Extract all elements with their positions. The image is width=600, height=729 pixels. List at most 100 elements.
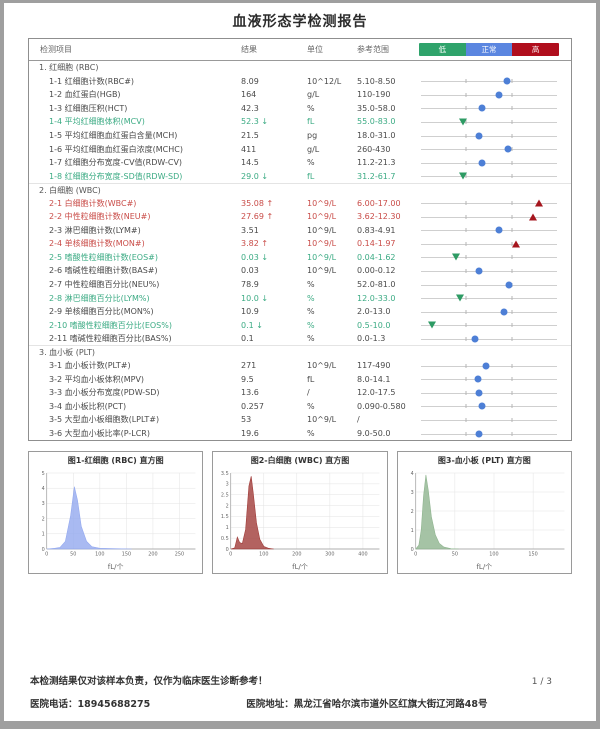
svg-text:100: 100 (489, 552, 498, 558)
reference-range: 52.0-81.0 (357, 280, 396, 290)
svg-text:0: 0 (45, 552, 48, 558)
table-row: 2-3 淋巴细胞计数(LYM#) 3.51 10^9/L 0.83-4.91 (29, 224, 571, 238)
unit-value: % (307, 280, 315, 290)
dot-icon (495, 91, 503, 99)
unit-value: fL (307, 171, 315, 181)
track-tick (511, 92, 513, 97)
table-row: 2-4 单核细胞计数(MON#) 3.82 ↑ 10^9/L 0.14-1.97 (29, 237, 571, 251)
svg-text:0: 0 (410, 547, 413, 553)
indicator-track-line (421, 325, 557, 327)
svg-text:4: 4 (410, 471, 413, 477)
rbc-histogram-plot: 0 50 100 150 200 250 0 1 2 3 4 5 (42, 471, 196, 558)
dot-icon (475, 267, 483, 275)
result-value: 3.51 (241, 225, 259, 235)
reference-range: 11.2-21.3 (357, 158, 396, 168)
range-indicator (421, 210, 557, 223)
triangle-down-icon (459, 172, 468, 180)
unit-value: 10^9/L (307, 266, 337, 276)
reference-range: 55.0-83.0 (357, 117, 396, 127)
reference-range: 2.0-13.0 (357, 307, 391, 317)
table-row: 1-1 红细胞计数(RBC#) 8.09 10^12/L 5.10-8.50 (29, 75, 571, 89)
histogram-panel: 图1-红细胞 (RBC) 直方图 0 50 100 150 200 250 0 1 2 3 4 5 f… (28, 451, 572, 575)
unit-value: 10^9/L (307, 252, 337, 262)
track-tick (511, 241, 513, 246)
footer-contact-line: 医院电话：18945688275 医院地址：黑龙江省哈尔滨市道外区红旗大街辽河路… (30, 696, 570, 710)
range-indicator (421, 373, 557, 386)
range-indicator (421, 115, 557, 128)
item-name: 1-5 平均红细胞血红蛋白含量(MCH) (49, 131, 178, 140)
hospital-address-value: 黑龙江省哈尔滨市道外区红旗大街辽河路48号 (293, 699, 488, 711)
reference-range: 0.04-1.62 (357, 252, 396, 262)
track-tick (465, 255, 467, 260)
item-name: 2-2 中性粒细胞计数(NEU#) (49, 212, 151, 222)
range-indicator (421, 251, 557, 264)
svg-text:3: 3 (226, 482, 229, 488)
result-value: 9.5 (241, 374, 254, 384)
item-name: 3-2 平均血小板体积(MPV) (49, 374, 145, 384)
range-indicator (421, 413, 557, 426)
unit-value: pg (307, 131, 318, 140)
reference-range: 9.0-50.0 (357, 429, 391, 439)
indicator-track-line (421, 149, 557, 151)
range-indicator (421, 197, 557, 210)
reference-range: 0.0-1.3 (357, 334, 386, 344)
svg-text:0: 0 (226, 547, 229, 553)
track-tick (511, 119, 513, 124)
track-tick (465, 106, 467, 111)
indicator-track-line (421, 203, 557, 205)
indicator-track-line (421, 338, 557, 340)
section-name: 2. 白细胞 (WBC) (39, 185, 101, 195)
track-tick (465, 228, 467, 233)
section-name: 1. 红细胞 (RBC) (39, 63, 99, 73)
reference-range: 0.090-0.580 (357, 401, 406, 411)
track-tick (511, 377, 513, 382)
page-number: 1 / 3 (531, 677, 552, 688)
unit-value: 10^9/L (307, 415, 337, 425)
indicator-track-line (421, 176, 557, 178)
track-tick (465, 309, 467, 314)
wbc-histogram-plot: 0 100 200 300 400 0 0.5 1 1.5 2 2.5 3 3.5 (221, 471, 380, 558)
track-tick (511, 255, 513, 260)
track-tick (465, 431, 467, 436)
svg-text:1: 1 (42, 532, 45, 538)
reference-range: 3.62-12.30 (357, 212, 401, 222)
track-tick (511, 214, 513, 219)
svg-text:1.5: 1.5 (221, 515, 229, 521)
item-name: 1-1 红细胞计数(RBC#) (49, 76, 135, 86)
table-row: 1-6 平均红细胞血红蛋白浓度(MCHC) 411 g/L 260-430 (29, 142, 571, 156)
item-name: 2-6 嗜碱性粒细胞计数(BAS#) (49, 266, 158, 276)
table-row: 2-5 嗜酸性粒细胞计数(EOS#) 0.03 ↓ 10^9/L 0.04-1.62 (29, 251, 571, 265)
section-header-row: 1. 红细胞 (RBC) (29, 61, 571, 75)
indicator-track-line (421, 162, 557, 164)
track-tick (511, 336, 513, 341)
reference-range: 110-190 (357, 90, 391, 100)
item-name: 1-7 红细胞分布宽度-CV值(RDW-CV) (49, 158, 183, 168)
indicator-track-line (421, 81, 557, 83)
track-tick (465, 241, 467, 246)
dot-icon (505, 281, 513, 289)
dot-icon (474, 375, 482, 383)
indicator-track-line (421, 392, 557, 394)
indicator-track-line (421, 121, 557, 123)
table-row: 2-9 单核细胞百分比(MON%) 10.9% 2.0-13.0 (29, 305, 571, 319)
svg-text:2: 2 (42, 517, 45, 523)
track-tick (465, 404, 467, 409)
page-title: 血液形态学检测报告 (232, 14, 368, 30)
range-indicator (421, 129, 557, 142)
unit-value: 10^9/L (307, 239, 337, 249)
track-tick (465, 133, 467, 138)
range-indicator (421, 224, 557, 237)
track-tick (511, 147, 513, 152)
results-table: 检测项目 结果 单位 参考范围 低 正常 高 1. 红细胞 (RBC) 1-1 红… (28, 38, 572, 442)
dot-icon (475, 389, 483, 397)
track-tick (511, 296, 513, 301)
dot-icon (478, 402, 486, 410)
indicator-track-line (421, 284, 557, 286)
svg-text:5: 5 (42, 471, 45, 477)
indicator-track-line (421, 216, 557, 218)
item-name: 3-4 血小板比积(PCT) (49, 401, 127, 411)
track-tick (465, 363, 467, 368)
triangle-down-icon (459, 118, 468, 126)
hospital-address-label: 医院地址： (246, 699, 294, 711)
hospital-phone-value: 18945688275 (77, 699, 151, 711)
